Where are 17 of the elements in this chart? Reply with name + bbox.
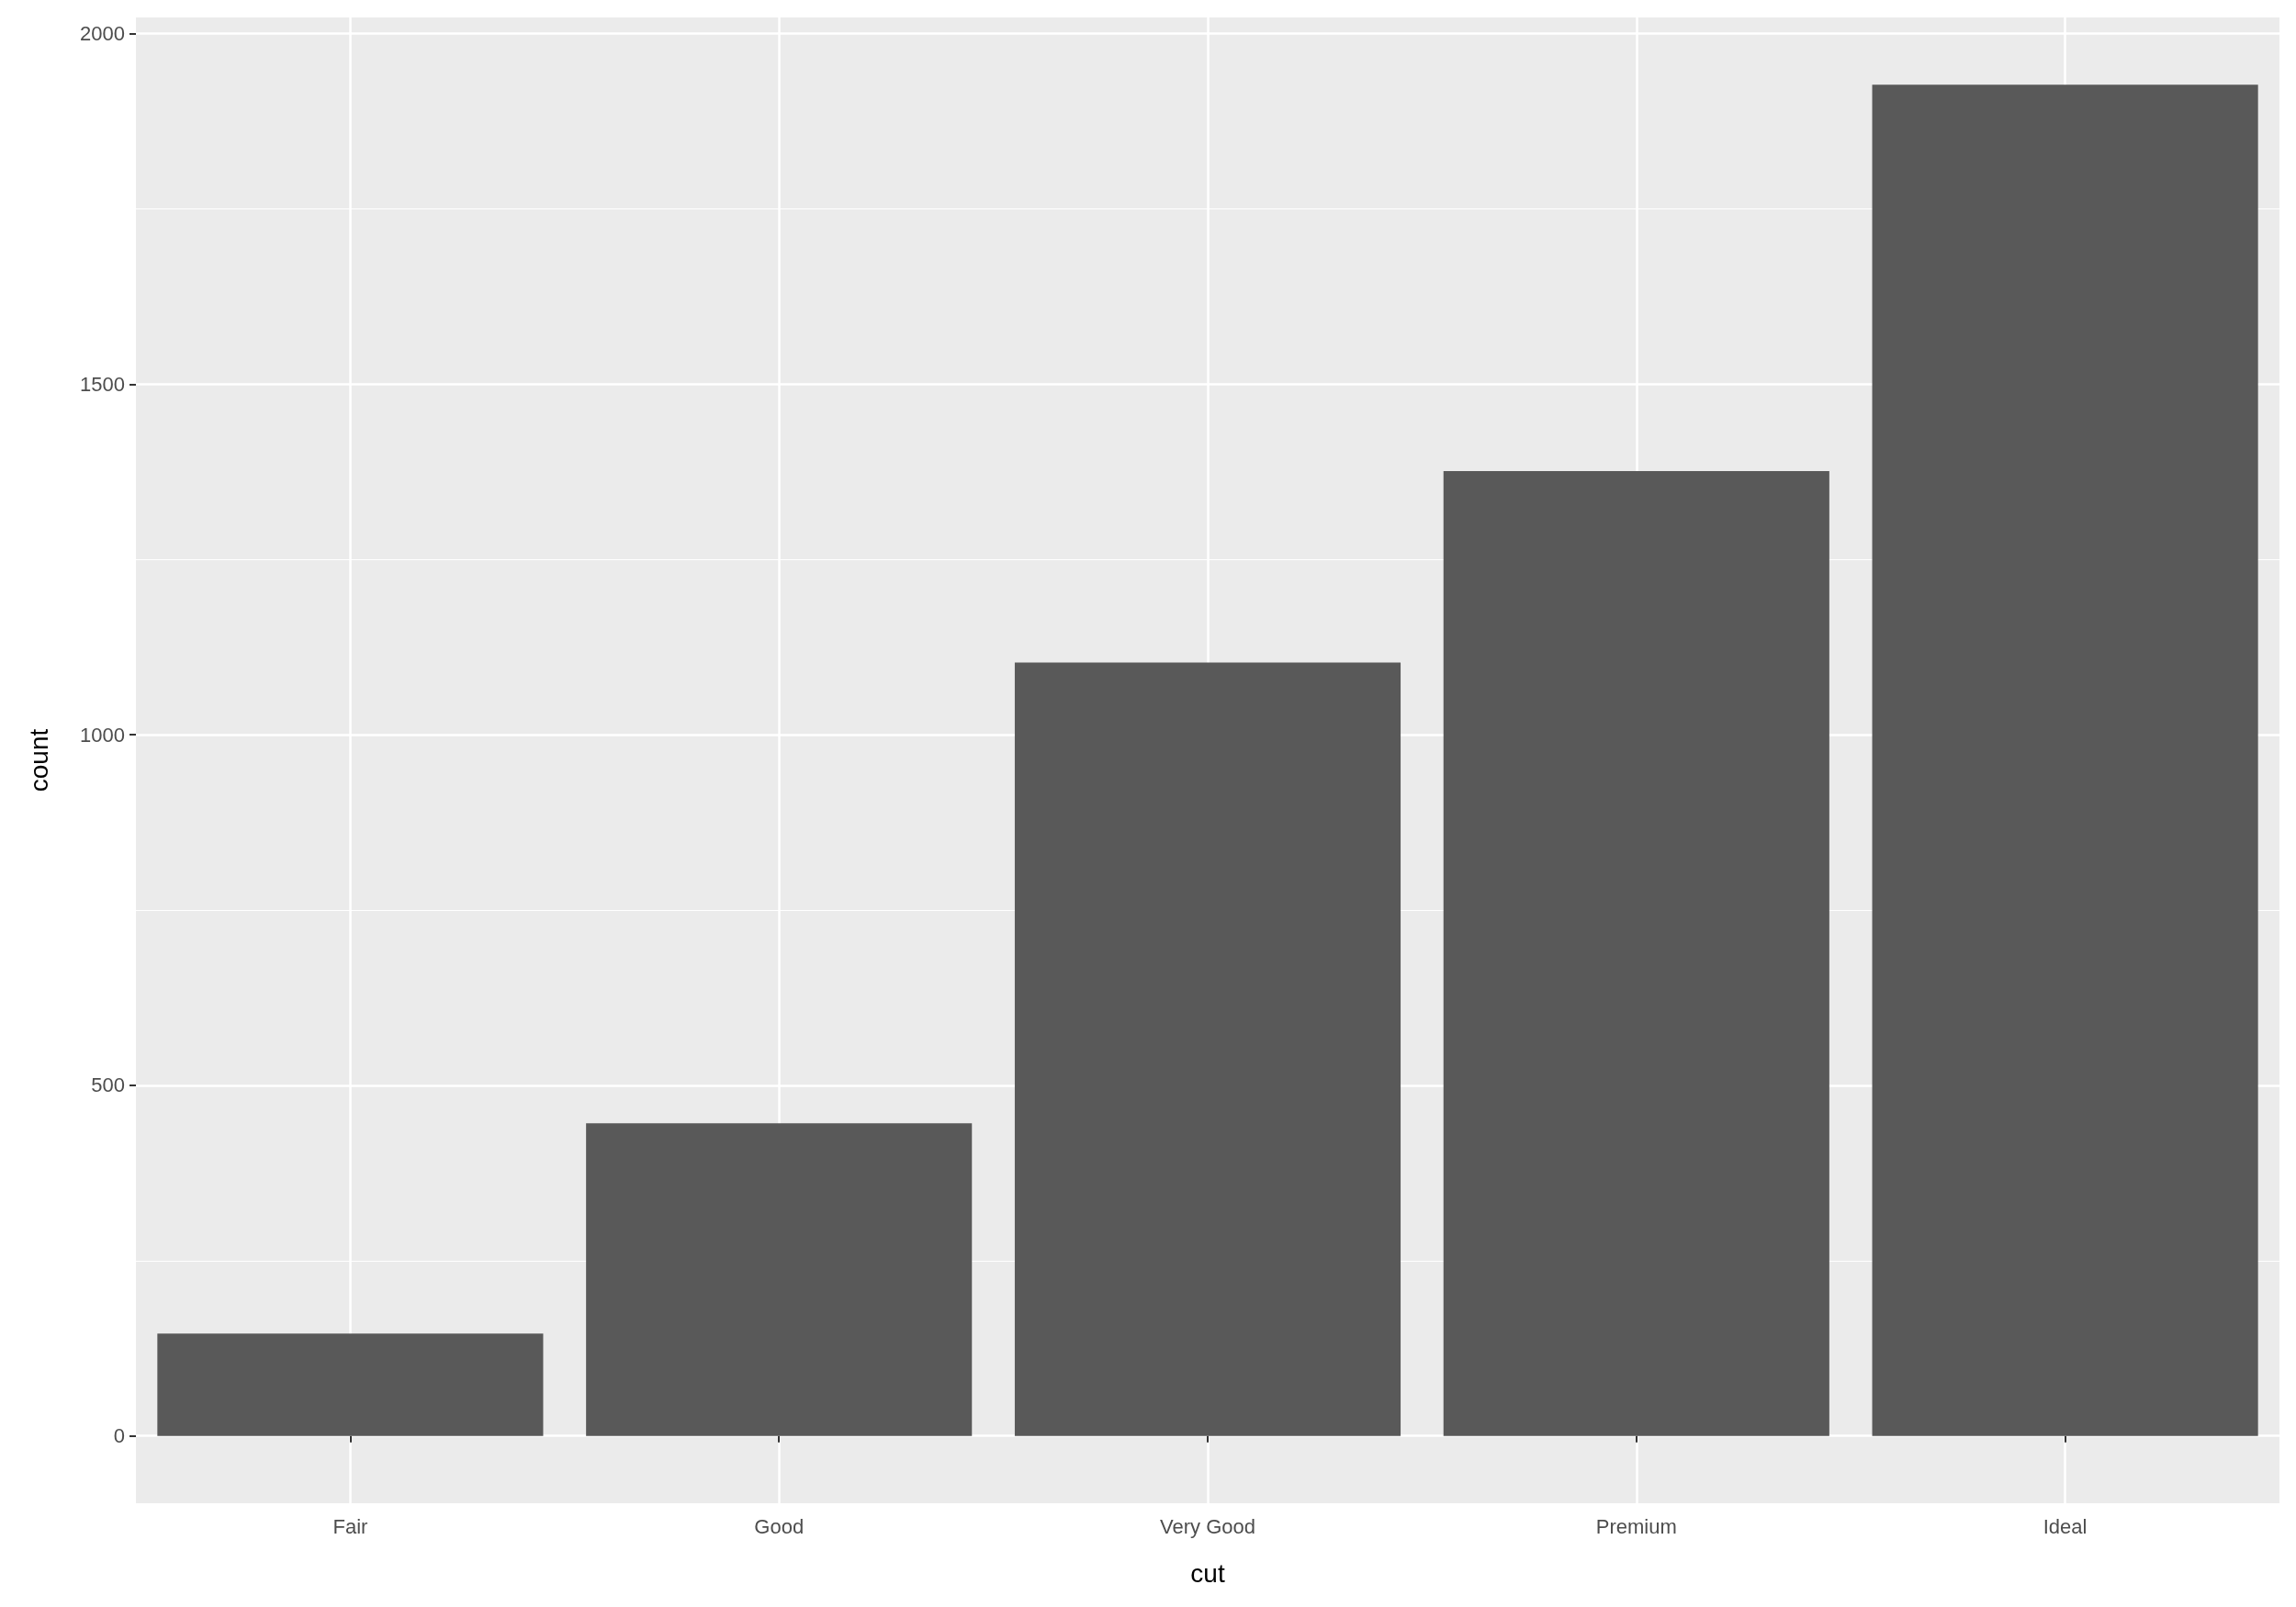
y-tick-label: 1500 bbox=[80, 372, 125, 396]
x-tick-label: Premium bbox=[1595, 1514, 1677, 1538]
x-axis-title: cut bbox=[1190, 1558, 1225, 1588]
y-tick-label: 0 bbox=[113, 1424, 125, 1448]
bar bbox=[1014, 662, 1401, 1436]
bar bbox=[157, 1333, 544, 1436]
y-axis-title: count bbox=[24, 728, 53, 792]
bar bbox=[1872, 84, 2258, 1436]
bar bbox=[586, 1123, 973, 1436]
x-tick-label: Good bbox=[754, 1514, 805, 1538]
x-tick-label: Ideal bbox=[2043, 1514, 2088, 1538]
y-tick-label: 1000 bbox=[80, 723, 125, 747]
bar bbox=[1443, 471, 1829, 1436]
x-tick-label: Fair bbox=[332, 1514, 368, 1538]
x-tick-label: Very Good bbox=[1160, 1514, 1255, 1538]
y-tick-label: 500 bbox=[91, 1073, 125, 1097]
y-tick-label: 2000 bbox=[80, 22, 125, 46]
